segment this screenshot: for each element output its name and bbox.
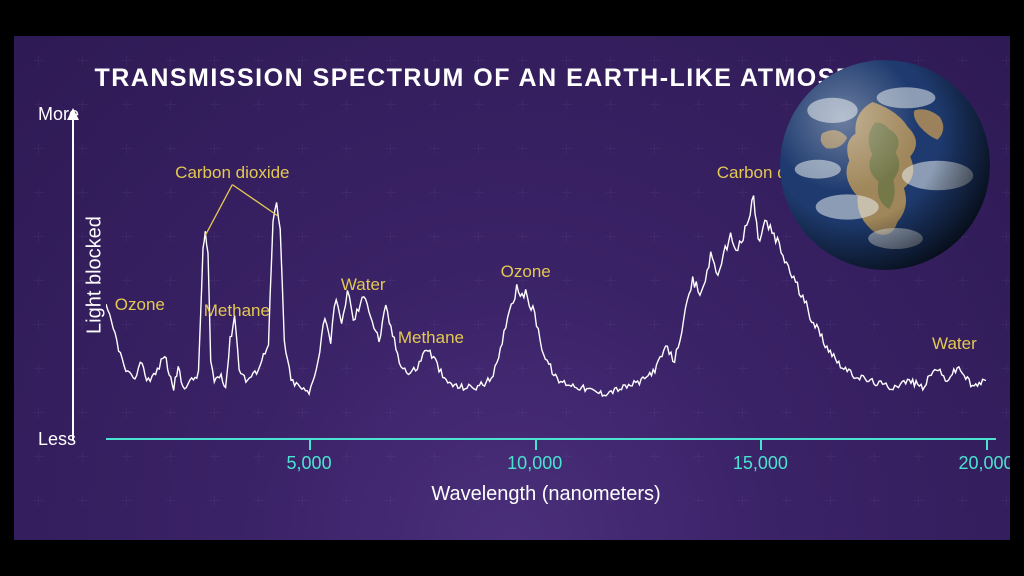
x-tick (309, 440, 311, 450)
x-axis-label: Wavelength (nanometers) (431, 483, 660, 506)
x-tick-label: 20,000 (958, 453, 1010, 474)
x-tick-label: 15,000 (733, 453, 788, 474)
annotation-label: Ozone (501, 262, 551, 282)
annotation-label: Ozone (115, 295, 165, 315)
annotation-label: Methane (204, 301, 270, 321)
x-tick-label: 10,000 (507, 453, 562, 474)
annotation-label: Water (341, 275, 386, 295)
y-axis-less-label: Less (38, 429, 76, 450)
y-axis-more-label: More (38, 104, 79, 125)
x-tick (986, 440, 988, 450)
y-axis-label: Light blocked (83, 216, 106, 334)
x-tick (760, 440, 762, 450)
annotation-label: Water (932, 334, 977, 354)
x-tick-label: 5,000 (287, 453, 332, 474)
x-axis (106, 438, 996, 440)
annotation-label: Carbon dioxide (175, 163, 289, 183)
y-axis-arrow (72, 110, 74, 440)
earth-globe-icon (780, 60, 990, 270)
x-tick (535, 440, 537, 450)
chart-panel: TRANSMISSION SPECTRUM OF AN EARTH-LIKE A… (14, 36, 1010, 540)
annotation-label: Methane (398, 328, 464, 348)
